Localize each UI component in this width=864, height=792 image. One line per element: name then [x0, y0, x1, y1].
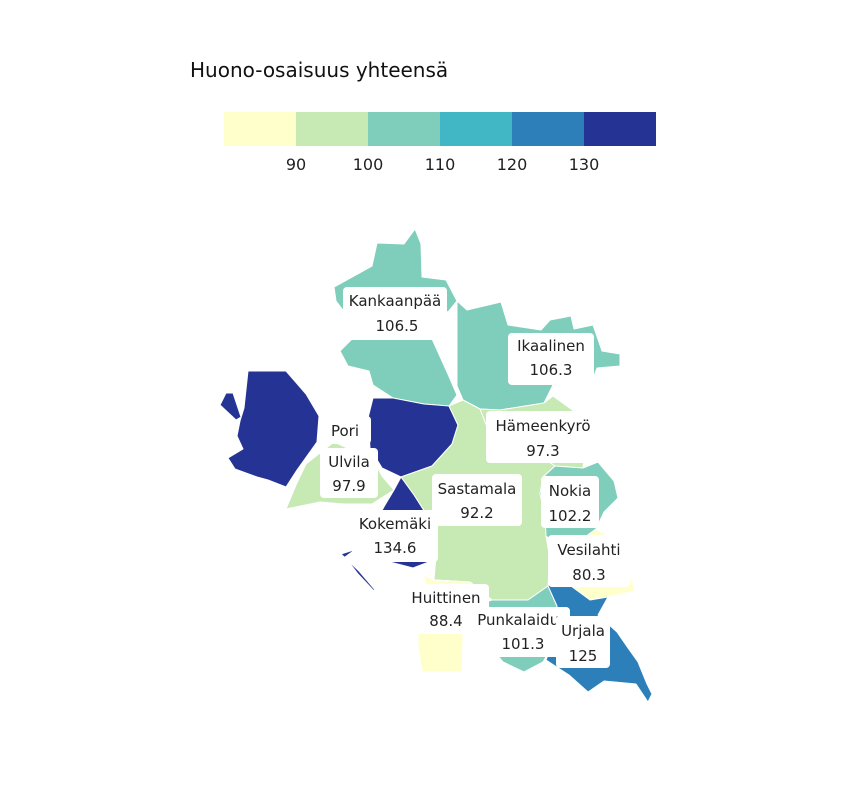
label-urjala-value: 125: [569, 647, 598, 665]
legend-tick-120: 120: [497, 155, 528, 174]
label-vesilahti: Vesilahti 80.3: [548, 535, 630, 587]
label-sastamala: Sastamala 92.2: [432, 474, 522, 526]
label-kankaanpaa: Kankaanpää 106.5: [343, 287, 447, 340]
label-sastamala-value: 92.2: [460, 504, 493, 522]
label-kankaanpaa-value: 106.5: [376, 317, 419, 335]
label-ulvila-name: Ulvila: [328, 453, 370, 471]
label-vesilahti-name: Vesilahti: [557, 541, 620, 559]
label-huittinen: Huittinen 88.4: [403, 584, 489, 634]
label-urjala-name: Urjala: [561, 622, 605, 640]
legend-tick-130: 130: [569, 155, 600, 174]
region-labels: Kankaanpää 106.5 Ikaalinen 106.3 Pori Ul…: [319, 287, 630, 668]
label-hameenkyro-value: 97.3: [526, 442, 559, 460]
label-nokia-name: Nokia: [549, 482, 591, 500]
legend-swatch-5: [584, 112, 656, 146]
legend-tick-90: 90: [286, 155, 306, 174]
region-pori-island[interactable]: [219, 392, 242, 421]
label-sastamala-name: Sastamala: [438, 480, 517, 498]
label-vesilahti-value: 80.3: [572, 566, 605, 584]
label-hameenkyro-name: Hämeenkyrö: [495, 417, 590, 435]
legend: Huono-osaisuus yhteensä 90 100 110 120 130: [190, 58, 656, 174]
legend-tick-100: 100: [353, 155, 384, 174]
legend-swatch-2: [368, 112, 440, 146]
label-kokemaki-value: 134.6: [374, 539, 417, 557]
legend-swatch-3: [440, 112, 512, 146]
label-huittinen-value: 88.4: [429, 612, 462, 630]
region-pori[interactable]: [227, 370, 320, 488]
label-kokemaki: Kokemäki 134.6: [352, 510, 438, 562]
label-huittinen-name: Huittinen: [411, 589, 480, 607]
label-ulvila: Ulvila 97.9: [320, 448, 378, 498]
legend-swatch-0: [224, 112, 296, 146]
label-pori-name: Pori: [331, 422, 359, 440]
label-ulvila-value: 97.9: [332, 477, 365, 495]
label-nokia: Nokia 102.2: [541, 476, 599, 528]
label-ikaalinen-name: Ikaalinen: [517, 337, 585, 355]
label-punkalaidun-name: Punkalaidun: [477, 611, 568, 629]
label-punkalaidun-value: 101.3: [502, 635, 545, 653]
legend-tick-labels: 90 100 110 120 130: [286, 155, 599, 174]
label-pori: Pori: [319, 416, 371, 444]
label-ikaalinen: Ikaalinen 106.3: [508, 333, 594, 385]
label-hameenkyro: Hämeenkyrö 97.3: [486, 411, 600, 463]
legend-title: Huono-osaisuus yhteensä: [190, 58, 448, 82]
label-kankaanpaa-name: Kankaanpää: [349, 292, 442, 310]
label-kokemaki-name: Kokemäki: [359, 515, 431, 533]
legend-tick-110: 110: [425, 155, 456, 174]
legend-swatch-1: [296, 112, 368, 146]
legend-color-scale: [224, 112, 656, 146]
label-nokia-value: 102.2: [549, 507, 592, 525]
legend-swatch-4: [512, 112, 584, 146]
label-ikaalinen-value: 106.3: [530, 361, 573, 379]
label-urjala: Urjala 125: [556, 616, 610, 668]
label-punkalaidun: Punkalaidun 101.3: [476, 607, 570, 657]
